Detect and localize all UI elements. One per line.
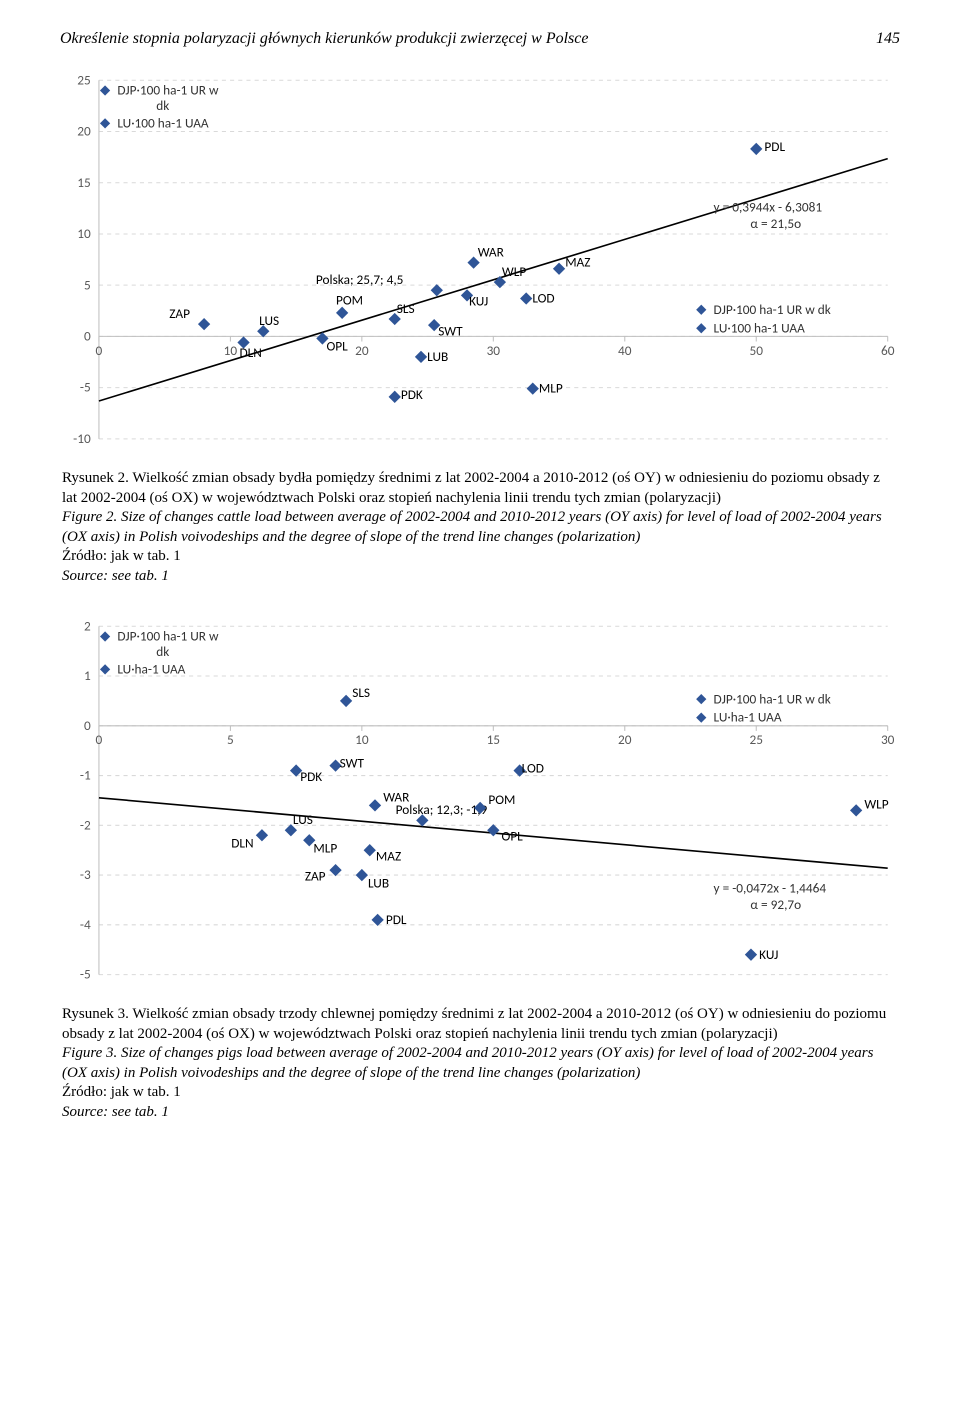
svg-text:-5: -5 [80,379,91,396]
page-header: Określenie stopnia polaryzacji głównych … [60,30,900,48]
svg-text:PDK: PDK [300,768,322,785]
chart-pigs: 0 5 10 15 20 25 30 -5 -4 -3 -2 -1 0 1 2 DLN LUSMLP PDK SWT… [60,614,900,993]
svg-text:DJP·100 ha-1 UR w dk: DJP·100 ha-1 UR w dk [714,691,831,708]
svg-text:PDK: PDK [401,386,423,403]
svg-text:15: 15 [77,174,90,191]
svg-text:KUJ: KUJ [469,293,488,310]
svg-text:POM: POM [336,292,363,309]
svg-text:dk: dk [156,97,169,114]
svg-text:PDL: PDL [386,911,407,928]
svg-text:LOD: LOD [532,290,554,307]
svg-text:Polska; 25,7; 4,5: Polska; 25,7; 4,5 [316,271,404,288]
svg-text:LU·100 ha-1 UAA: LU·100 ha-1 UAA [117,114,209,131]
svg-text:MLP: MLP [313,840,337,857]
svg-text:y = -0,0472x - 1,4464: y = -0,0472x - 1,4464 [714,880,827,897]
svg-text:30: 30 [881,732,895,749]
fig2-source-en: Source: see tab. 1 [62,1103,898,1123]
fig1-source-pl: Źródło: jak w tab. 1 [62,547,898,567]
svg-text:OPL: OPL [502,828,524,845]
svg-text:α = 92,7o: α = 92,7o [750,896,801,913]
svg-text:0: 0 [84,327,91,344]
fig2-label-en: Figure 3. [62,1045,117,1061]
fig1-text-en: Size of changes cattle load between aver… [62,509,882,545]
svg-text:LU·100 ha-1 UAA: LU·100 ha-1 UAA [714,319,806,336]
caption-2: Rysunek 3. Wielkość zmian obsady trzody … [62,1005,898,1122]
svg-text:LUB: LUB [427,348,448,365]
svg-text:10: 10 [224,342,238,359]
svg-text:40: 40 [618,342,632,359]
svg-text:DJP·100 ha-1 UR w dk: DJP·100 ha-1 UR w dk [714,301,831,318]
svg-text:DLN: DLN [239,344,261,361]
svg-text:2: 2 [84,618,91,635]
svg-text:0: 0 [84,717,91,734]
svg-text:LUS: LUS [293,811,313,828]
svg-text:ZAP: ZAP [169,305,190,322]
chart-cattle: 0 10 20 30 40 50 60 -10 -5 0 5 10 15 20 25 ZAP DLN LUS OPL… [60,68,900,457]
svg-text:LU·ha-1 UAA: LU·ha-1 UAA [117,661,185,678]
svg-text:30: 30 [487,342,501,359]
svg-text:60: 60 [881,342,895,359]
svg-text:WLP: WLP [502,263,526,280]
svg-text:KUJ: KUJ [759,946,778,963]
fig2-text-en: Size of changes pigs load between averag… [62,1045,873,1081]
svg-text:SLS: SLS [352,684,370,701]
svg-text:-2: -2 [80,817,91,834]
svg-text:5: 5 [84,276,91,293]
caption-1: Rysunek 2. Wielkość zmian obsady bydła p… [62,469,898,586]
svg-text:y = 0,3944x - 6,3081: y = 0,3944x - 6,3081 [714,198,823,215]
svg-text:-1: -1 [80,767,91,784]
svg-text:0: 0 [96,732,103,749]
svg-text:20: 20 [355,342,369,359]
svg-text:10: 10 [77,225,91,242]
fig2-label: Rysunek 3. [62,1006,129,1022]
svg-text:20: 20 [618,732,632,749]
svg-text:5: 5 [227,732,234,749]
svg-text:20: 20 [77,123,91,140]
fig2-source-pl: Źródło: jak w tab. 1 [62,1083,898,1103]
svg-text:DLN: DLN [231,835,253,852]
svg-text:-3: -3 [80,866,91,883]
svg-text:POM: POM [488,791,515,808]
svg-text:25: 25 [77,71,90,88]
svg-text:ZAP: ZAP [305,868,326,885]
svg-text:LUB: LUB [368,875,389,892]
svg-text:Polska; 12,3; -1,9: Polska; 12,3; -1,9 [396,801,488,818]
svg-text:0: 0 [96,342,103,359]
svg-text:LUS: LUS [259,312,279,329]
svg-text:α = 21,5o: α = 21,5o [750,215,801,232]
page-number: 145 [876,30,900,48]
svg-text:-10: -10 [73,430,91,447]
svg-text:WLP: WLP [864,796,888,813]
svg-text:WAR: WAR [478,243,505,260]
svg-text:10: 10 [355,732,369,749]
svg-text:dk: dk [156,643,169,660]
svg-text:15: 15 [487,732,500,749]
svg-text:-5: -5 [80,966,91,983]
svg-text:PDL: PDL [764,138,785,155]
svg-text:MAZ: MAZ [565,254,590,271]
svg-text:MLP: MLP [539,380,563,397]
svg-text:OPL: OPL [327,338,349,355]
svg-text:LU·ha-1 UAA: LU·ha-1 UAA [714,709,782,726]
svg-text:1: 1 [84,667,91,684]
fig1-source-en: Source: see tab. 1 [62,567,898,587]
svg-text:SWT: SWT [438,322,463,339]
header-title: Określenie stopnia polaryzacji głównych … [60,30,588,48]
svg-text:25: 25 [749,732,762,749]
svg-text:50: 50 [749,342,763,359]
fig1-label-en: Figure 2. [62,509,117,525]
svg-text:LOD: LOD [522,760,544,777]
fig1-label: Rysunek 2. [62,470,129,486]
fig1-text: Wielkość zmian obsady bydła pomiędzy śre… [62,470,880,506]
svg-text:-4: -4 [80,916,91,933]
svg-text:SWT: SWT [340,755,365,772]
svg-text:SLS: SLS [397,300,415,317]
svg-text:MAZ: MAZ [376,848,401,865]
fig2-text: Wielkość zmian obsady trzody chlewnej po… [62,1006,886,1042]
